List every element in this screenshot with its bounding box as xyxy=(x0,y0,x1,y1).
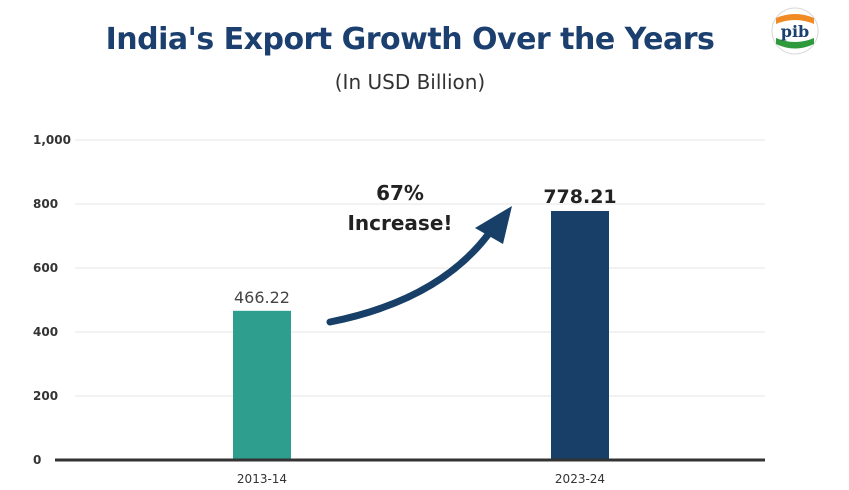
y-tick-label: 800 xyxy=(33,197,58,211)
growth-arrow xyxy=(326,228,494,326)
data-label: 778.21 xyxy=(543,186,616,208)
annotation-label: Increase! xyxy=(347,211,452,235)
pib-logo-icon: pib xyxy=(771,7,819,55)
growth-arrowhead-icon xyxy=(475,206,512,244)
chart-title: India's Export Growth Over the Years xyxy=(105,22,715,57)
y-tick-label: 200 xyxy=(33,389,58,403)
svg-text:pib: pib xyxy=(781,22,809,41)
annotation-percent: 67% xyxy=(376,181,424,205)
y-tick-label: 400 xyxy=(33,325,58,339)
bar xyxy=(551,210,609,460)
y-tick-label: 1,000 xyxy=(33,133,71,147)
chart-subtitle: (In USD Billion) xyxy=(334,70,486,94)
x-category-label: 2013-14 xyxy=(237,472,287,486)
bar xyxy=(233,310,291,460)
x-category-label: 2023-24 xyxy=(555,472,605,486)
y-tick-label: 600 xyxy=(33,261,58,275)
data-label: 466.22 xyxy=(234,288,290,307)
y-tick-label: 0 xyxy=(33,453,41,467)
